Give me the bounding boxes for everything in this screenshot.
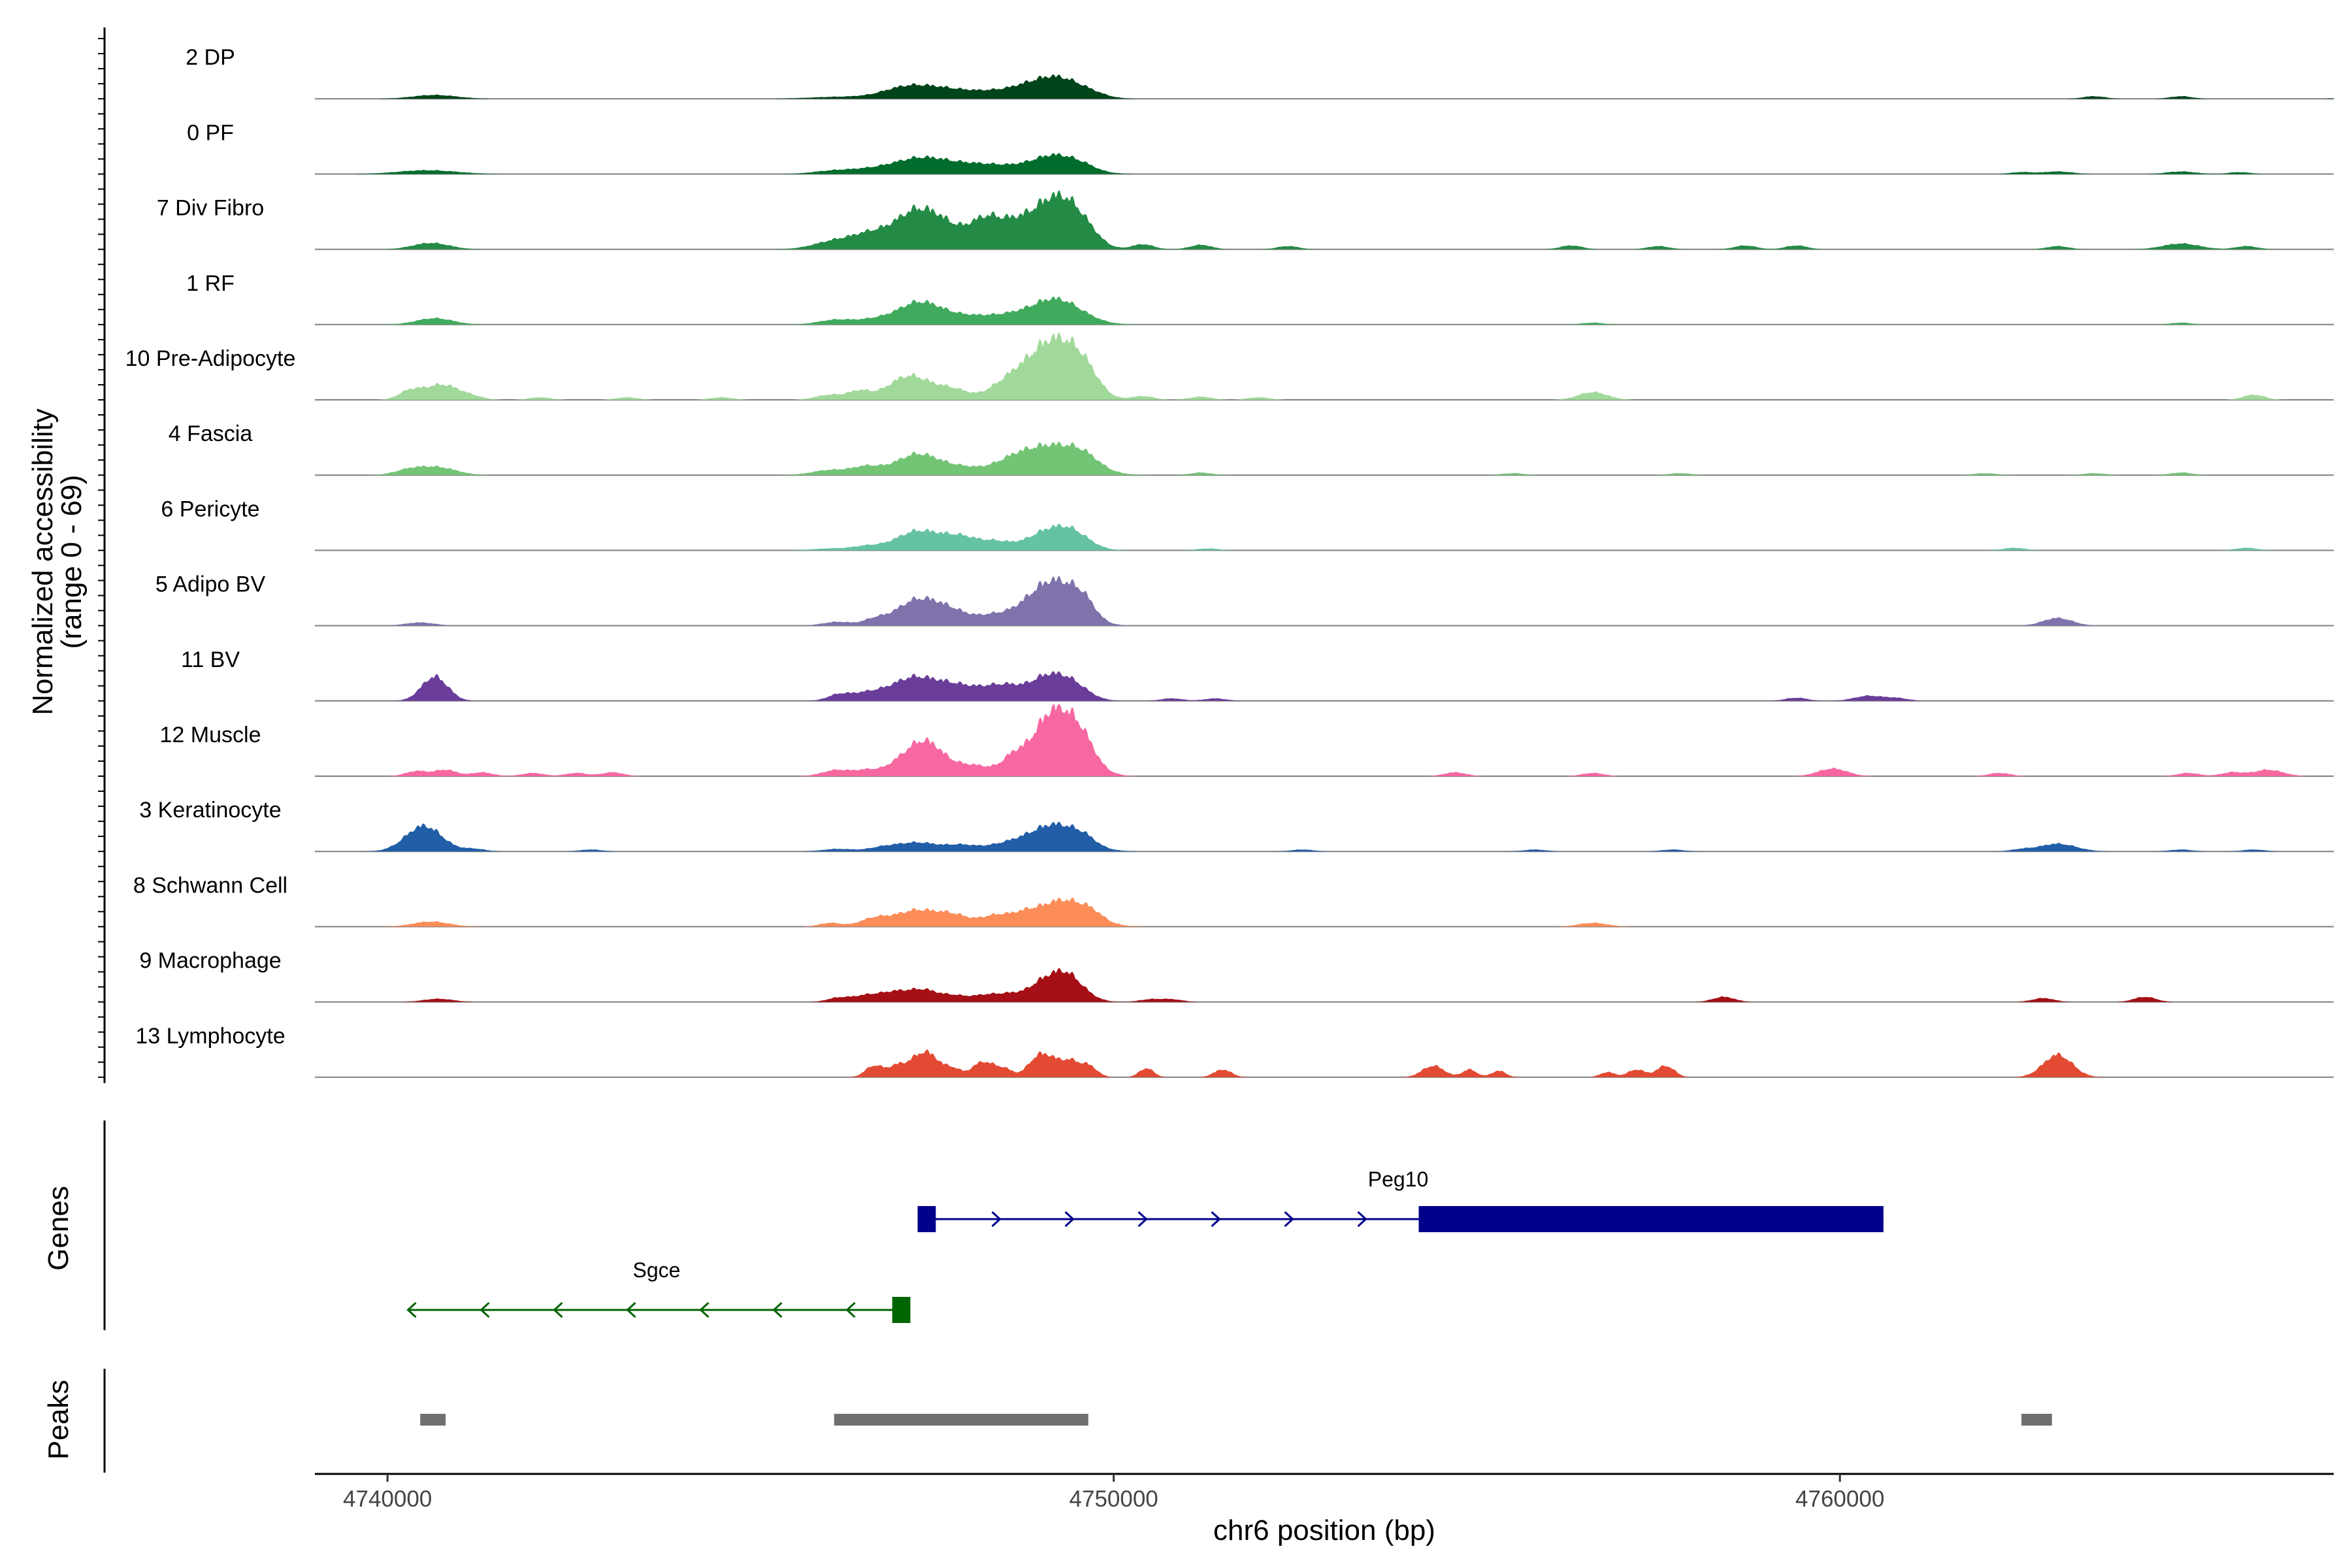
- track-label: 8 Schwann Cell: [133, 873, 287, 898]
- track-label: 11 BV: [181, 647, 240, 672]
- track-label: 1 RF: [186, 271, 235, 296]
- coverage-track: 2 DP: [186, 45, 2334, 100]
- coverage-area: [315, 671, 2334, 701]
- coverage-area: [315, 1049, 2334, 1077]
- coverage-area: [315, 897, 2334, 927]
- track-label: 2 DP: [186, 45, 235, 70]
- coverage-tracks: 2 DP 0 PF 7 Div Fibro 1 RF 10 Pre-Adipocyte 4…: [98, 27, 2334, 1083]
- track-label: 3 Keratinocyte: [139, 798, 281, 823]
- x-axis: chr6 position (bp) 4740000 4750000 4760000: [315, 1473, 2334, 1546]
- track-label: 12 Muscle: [160, 723, 261, 747]
- strand-arrow: [406, 1301, 417, 1318]
- coverage-area: [315, 296, 2334, 325]
- coverage-area: [315, 576, 2334, 626]
- strand-arrow: [626, 1301, 636, 1318]
- coverage-area: [315, 704, 2334, 776]
- coverage-track: 3 Keratinocyte: [139, 798, 2334, 853]
- x-tick-label: 4760000: [1795, 1486, 1884, 1512]
- track-label: 5 Adipo BV: [155, 572, 266, 597]
- genes-panel: Genes Peg10 Sgce: [42, 1120, 1884, 1330]
- strand-arrow: [699, 1301, 710, 1318]
- track-label: 10 Pre-Adipocyte: [125, 346, 296, 371]
- coverage-area: [315, 821, 2334, 852]
- coverage-track: 13 Lymphocyte: [135, 1024, 2334, 1078]
- coverage-area: [315, 968, 2334, 1002]
- gene-label: Sgce: [633, 1258, 681, 1282]
- peaks-panel: Peaks: [42, 1369, 2052, 1473]
- peak-region: [420, 1414, 446, 1426]
- coverage-track: 4 Fascia: [169, 421, 2334, 476]
- coverage-track: 11 BV: [181, 647, 2334, 702]
- strand-arrow: [480, 1301, 490, 1318]
- gene-exon: [1418, 1206, 1884, 1232]
- coverage-track: 1 RF: [186, 271, 2334, 325]
- coverage-track: 9 Macrophage: [139, 949, 2334, 1003]
- strand-arrow: [1064, 1211, 1075, 1228]
- coverage-track: 7 Div Fibro: [157, 190, 2334, 250]
- coverage-area: [315, 523, 2334, 551]
- strand-arrow: [845, 1301, 856, 1318]
- coverage-track: 5 Adipo BV: [155, 572, 2334, 627]
- strand-arrow: [1211, 1211, 1221, 1228]
- peak-region: [2021, 1414, 2052, 1426]
- track-label: 9 Macrophage: [139, 949, 281, 973]
- track-label: 7 Div Fibro: [157, 196, 264, 221]
- track-label: 13 Lymphocyte: [135, 1024, 285, 1049]
- track-label: 0 PF: [187, 120, 234, 145]
- gene-label: Peg10: [1368, 1168, 1429, 1191]
- strand-arrow: [1357, 1211, 1367, 1228]
- coverage-y-axis-title: Normalized accessibility (range 0 - 69): [27, 408, 88, 715]
- coverage-area: [315, 74, 2334, 99]
- coverage-track: 10 Pre-Adipocyte: [125, 332, 2334, 400]
- strand-arrow: [772, 1301, 783, 1318]
- x-axis-title: chr6 position (bp): [1213, 1514, 1435, 1546]
- coverage-track: 8 Schwann Cell: [133, 873, 2334, 928]
- track-label: 4 Fascia: [169, 421, 253, 446]
- gene-model: Peg10: [917, 1168, 1884, 1232]
- x-tick-label: 4750000: [1070, 1486, 1158, 1512]
- coverage-track: 12 Muscle: [160, 704, 2334, 777]
- strand-arrow: [1284, 1211, 1294, 1228]
- gene-models: Peg10 Sgce: [406, 1168, 1884, 1323]
- gene-exon: [917, 1206, 936, 1232]
- coverage-area: [315, 190, 2334, 250]
- peak-region: [834, 1414, 1088, 1426]
- coverage-track: 0 PF: [187, 120, 2334, 175]
- coverage-area: [315, 153, 2334, 174]
- strand-arrow: [553, 1301, 563, 1318]
- y-axis-subtitle: (range 0 - 69): [56, 475, 88, 649]
- x-tick-label: 4740000: [343, 1486, 432, 1512]
- gene-model: Sgce: [406, 1258, 911, 1323]
- track-label: 6 Pericyte: [161, 497, 259, 521]
- coverage-track: 6 Pericyte: [161, 497, 2334, 551]
- gene-exon: [892, 1297, 911, 1323]
- coverage-area: [315, 442, 2334, 476]
- strand-arrow: [1137, 1211, 1148, 1228]
- peaks-panel-title: Peaks: [42, 1380, 74, 1460]
- peak-regions: [420, 1414, 2052, 1426]
- coverage-area: [315, 332, 2334, 400]
- genes-panel-title: Genes: [42, 1186, 74, 1271]
- strand-arrow: [991, 1211, 1002, 1228]
- y-axis-title: Normalized accessibility: [27, 408, 59, 715]
